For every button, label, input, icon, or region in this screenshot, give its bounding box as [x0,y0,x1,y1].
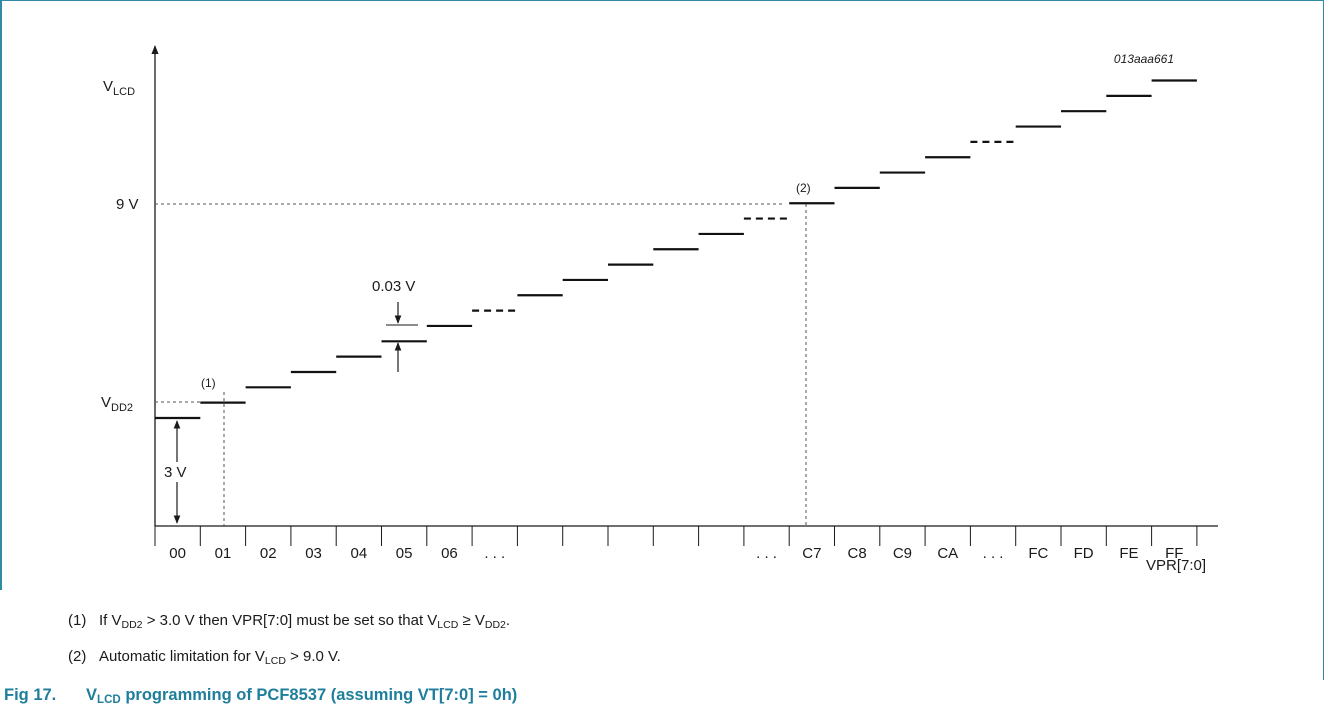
x-tick-label-22: FF [1165,545,1183,562]
x-tick-label-19: FC [1028,545,1048,562]
y-tick-vdd2: VDD2 [101,394,133,414]
x-tick-label-16: C9 [893,545,912,562]
figure-id: 013aaa661 [1114,52,1174,66]
figure-frame-left [0,0,2,590]
x-tick-label-18: . . . [983,545,1004,562]
marker-2-label: (2) [796,181,811,195]
y-tick-9v: 9 V [116,196,139,213]
x-tick-label-4: 04 [351,545,368,562]
x-tick-label-14: C7 [802,545,821,562]
figure-frame [0,0,1324,680]
x-tick-label-21: FE [1119,545,1138,562]
x-tick-label-0: 00 [169,545,186,562]
x-tick-label-6: 06 [441,545,458,562]
note-1: (1) If VDD2 > 3.0 V then VPR[7:0] must be… [68,612,511,631]
x-tick-label-7: . . . [484,545,505,562]
figure-caption: Fig 17. VLCD programming of PCF8537 (assu… [4,686,518,706]
x-tick-label-20: FD [1074,545,1094,562]
x-tick-label-2: 02 [260,545,277,562]
vlcd-diagram: VLCD VDD2 9 V 013aaa661 (1) (2) 0.03 V 3… [101,45,1218,574]
x-axis-label: VPR[7:0] [1146,557,1206,574]
x-tick-label-1: 01 [215,545,232,562]
x-tick-label-5: 05 [396,545,413,562]
x-tick-label-17: CA [937,545,958,562]
y-axis-label: VLCD [103,78,135,98]
marker-1-label: (1) [201,376,216,390]
x-tick-label-3: 03 [305,545,322,562]
x-tick-label-13: . . . [756,545,777,562]
x-tick-label-15: C8 [848,545,867,562]
step-label: 0.03 V [372,278,415,295]
note-2: (2) Automatic limitation for VLCD > 9.0 V… [68,648,341,667]
base-label: 3 V [164,464,187,481]
